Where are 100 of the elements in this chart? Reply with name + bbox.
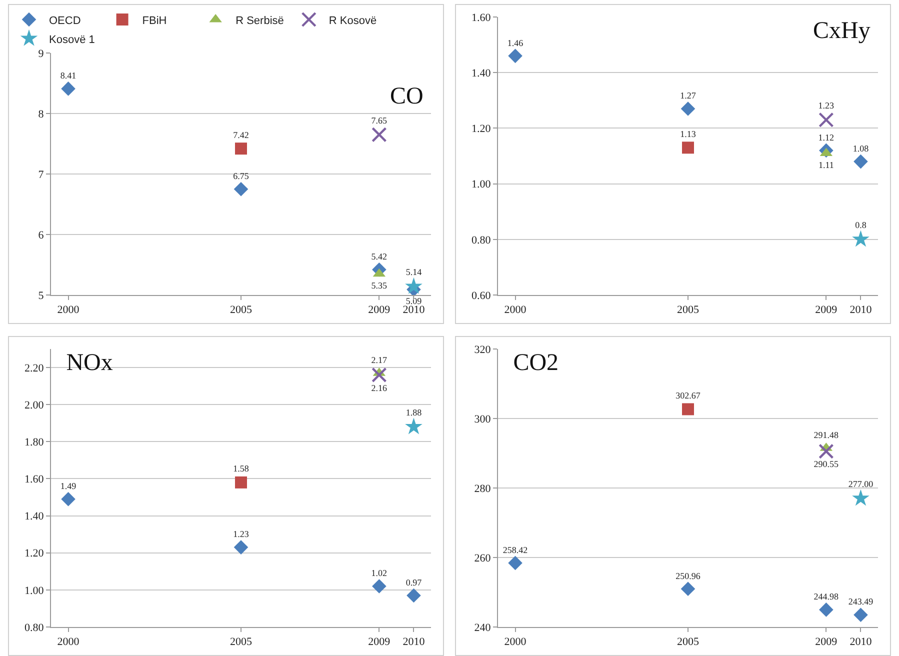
legend-label: Kosovë 1 — [49, 34, 95, 46]
point — [682, 403, 694, 416]
y-tick-label: 240 — [474, 622, 492, 634]
y-tick-label: 6 — [38, 229, 44, 242]
chart-title: NOx — [66, 350, 113, 376]
x-tick-label: 2000 — [504, 636, 527, 648]
data-label: 5.42 — [371, 251, 388, 262]
point — [854, 154, 868, 169]
data-label: 1.27 — [680, 90, 696, 101]
y-tick-label: 280 — [474, 482, 492, 495]
data-label: 5.35 — [371, 280, 388, 290]
x-tick-label: 2010 — [402, 636, 426, 648]
x-tick-label: 2009 — [368, 304, 391, 316]
x-tick-label: 2009 — [815, 636, 838, 648]
point — [682, 142, 694, 154]
x-tick-label: 2010 — [850, 636, 872, 648]
legend-label: R Serbisë — [236, 14, 284, 27]
data-label: 1.08 — [852, 143, 870, 154]
point — [819, 602, 834, 617]
data-label: 1.02 — [371, 568, 388, 578]
data-label: 1.11 — [818, 160, 834, 170]
chart-title: CxHy — [813, 18, 870, 44]
data-label: 2.16 — [371, 382, 388, 393]
point — [372, 367, 387, 383]
y-tick-label: 8 — [38, 108, 44, 120]
data-label: 1.23 — [233, 529, 250, 540]
x-tick-label: 2005 — [677, 304, 700, 316]
y-tick-label: 1.00 — [472, 178, 492, 191]
y-tick-label: 0.80 — [24, 622, 44, 634]
data-label: 5.09 — [406, 296, 422, 306]
text: CO — [390, 84, 424, 110]
y-tick-label: 300 — [474, 413, 492, 426]
data-label: 1.13 — [680, 128, 696, 139]
point — [818, 112, 834, 128]
x-tick-label: 2009 — [815, 304, 838, 316]
y-tick-label: 260 — [474, 552, 492, 564]
data-label: 7.65 — [371, 115, 388, 126]
x-tick-label: 2000 — [504, 304, 527, 316]
data-label: 244.98 — [814, 592, 840, 602]
data-label: 0.97 — [406, 577, 422, 588]
y-tick-label: 0.60 — [472, 290, 492, 302]
y-tick-label: 1.60 — [24, 474, 44, 486]
data-label: 277.00 — [848, 479, 874, 490]
data-label: 2.17 — [371, 354, 388, 365]
data-label: 1.58 — [233, 464, 250, 474]
y-tick-label: 1.00 — [24, 584, 44, 597]
point — [854, 608, 868, 622]
x-tick-label: 2005 — [230, 304, 252, 316]
y-tick-label: 1.40 — [24, 510, 44, 523]
y-tick-label: 1.20 — [472, 123, 492, 136]
legend-label: OECD — [49, 14, 81, 27]
point — [61, 492, 76, 506]
data-label: 7.42 — [233, 130, 249, 140]
data-label: 291.48 — [814, 430, 840, 440]
point — [372, 579, 386, 594]
data-label: 1.88 — [406, 407, 422, 418]
data-label: 6.75 — [233, 171, 250, 182]
y-tick-label: 2.20 — [24, 362, 44, 374]
x-tick-label: 2010 — [402, 304, 426, 316]
y-tick-label: 7 — [38, 168, 44, 181]
y-tick-label: 0.80 — [472, 234, 492, 246]
point — [508, 48, 522, 64]
point — [235, 142, 247, 155]
point — [405, 277, 422, 294]
point — [406, 588, 421, 603]
y-tick-label: 320 — [474, 344, 492, 356]
x-tick-label: 2010 — [850, 304, 872, 316]
point — [405, 418, 422, 434]
legend-label: R Kosovë — [328, 14, 377, 27]
x-tick-label: 2009 — [368, 636, 391, 648]
point — [235, 476, 247, 488]
data-label: 8.41 — [60, 70, 76, 81]
x-tick-label: 2000 — [57, 304, 80, 316]
point — [852, 489, 870, 506]
y-tick-label: 1.40 — [472, 67, 492, 80]
data-label: 1.49 — [60, 480, 77, 491]
point — [852, 230, 870, 247]
data-label: 0.8 — [855, 220, 867, 230]
y-tick-label: 1.80 — [24, 436, 44, 449]
data-label: 243.49 — [848, 596, 874, 607]
point — [818, 444, 834, 459]
point — [680, 582, 696, 596]
data-label: 1.12 — [818, 132, 834, 142]
data-label: 302.67 — [676, 390, 701, 400]
x-tick-label: 2005 — [230, 636, 252, 648]
y-tick-label: 1.60 — [472, 12, 492, 24]
point — [680, 102, 696, 116]
y-tick-label: 2.00 — [24, 399, 44, 412]
chart-title: CO2 — [513, 350, 559, 376]
y-tick-label: 1.20 — [24, 548, 44, 560]
data-label: 1.46 — [507, 38, 524, 48]
point — [234, 182, 248, 196]
data-label: 5.14 — [406, 267, 422, 278]
data-label: 1.23 — [818, 100, 835, 110]
point — [372, 127, 387, 142]
data-label: 290.55 — [814, 459, 840, 470]
y-tick-label: 5 — [38, 290, 44, 302]
data-label: 250.96 — [676, 570, 701, 581]
point — [508, 556, 522, 570]
legend-label: FBiH — [142, 14, 167, 27]
